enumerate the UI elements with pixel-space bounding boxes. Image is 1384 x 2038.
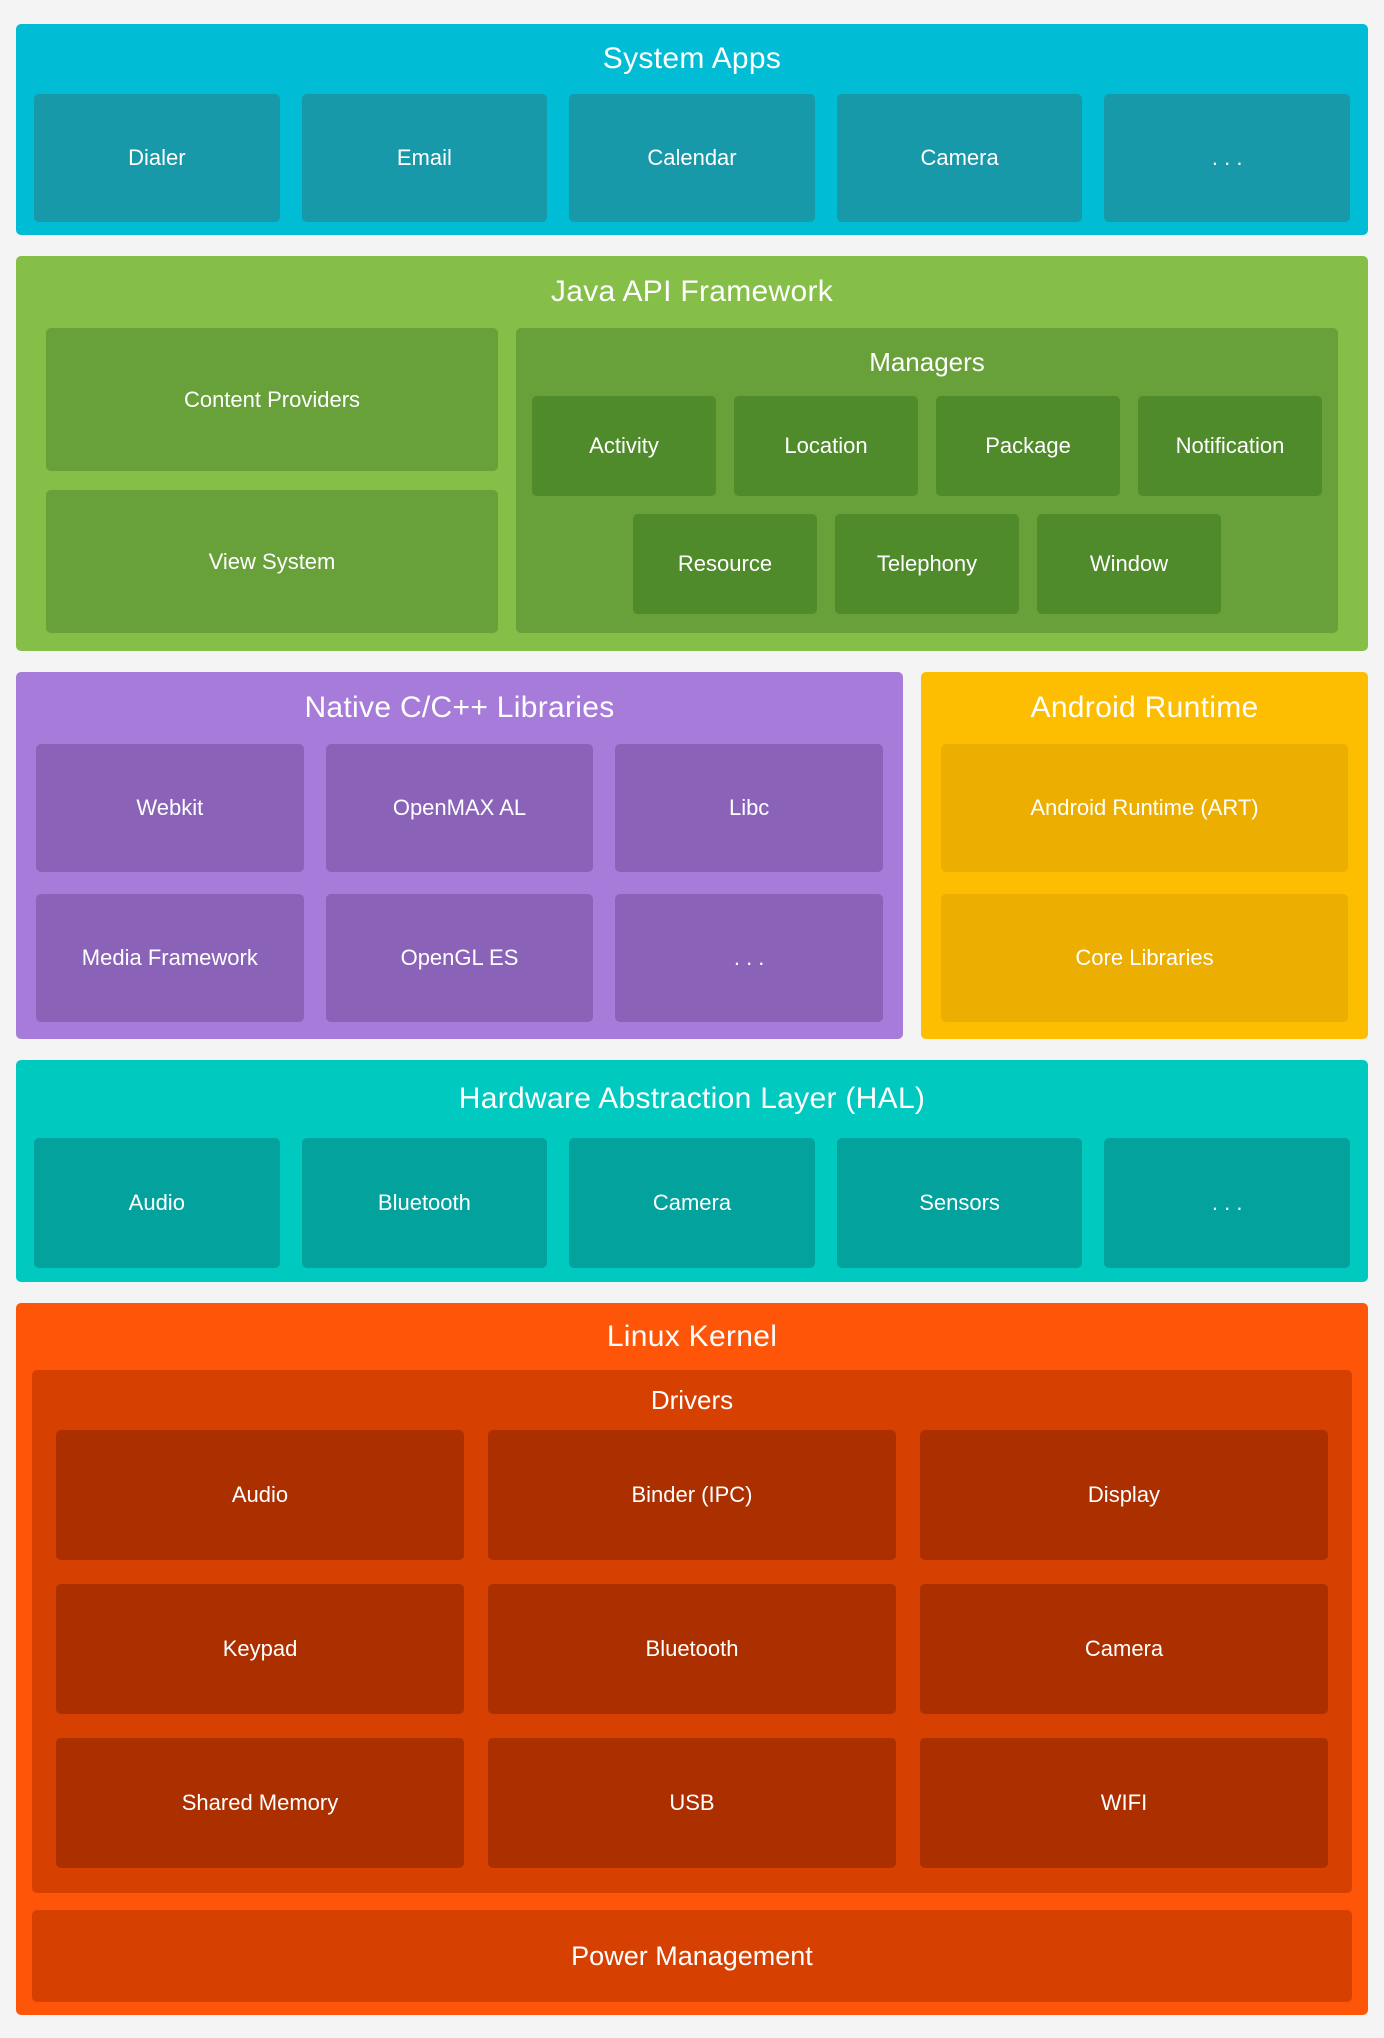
- managers-container: Managers Activity Location Package Notif…: [516, 328, 1338, 633]
- section-android-runtime: Android Runtime Android Runtime (ART) Co…: [921, 672, 1368, 1039]
- native-libraries-grid: Webkit OpenMAX AL Libc Media Framework O…: [36, 744, 883, 1022]
- box-hal-audio: Audio: [34, 1138, 280, 1268]
- box-driver-audio: Audio: [56, 1430, 464, 1560]
- managers-row-2: Resource Telephony Window: [532, 514, 1322, 614]
- box-hal-sensors: Sensors: [836, 1138, 1083, 1268]
- drivers-row-2: Keypad Bluetooth Camera: [56, 1584, 1328, 1714]
- box-telephony-manager: Telephony: [835, 514, 1019, 614]
- box-core-libraries: Core Libraries: [941, 894, 1348, 1022]
- box-more-apps: . . .: [1104, 94, 1350, 222]
- box-media-framework: Media Framework: [36, 894, 304, 1022]
- box-driver-display: Display: [920, 1430, 1328, 1560]
- box-power-management: Power Management: [32, 1910, 1352, 2002]
- box-package-manager: Package: [936, 396, 1120, 496]
- box-calendar: Calendar: [569, 94, 815, 222]
- box-driver-keypad: Keypad: [56, 1584, 464, 1714]
- hal-title: Hardware Abstraction Layer (HAL): [458, 1082, 926, 1115]
- box-dialer: Dialer: [34, 94, 280, 222]
- drivers-title: Drivers: [650, 1384, 734, 1415]
- drivers-container: Drivers Audio Binder (IPC) Display Keypa…: [32, 1370, 1352, 1893]
- box-openmax-al: OpenMAX AL: [325, 744, 594, 872]
- box-driver-wifi: WIFI: [920, 1738, 1328, 1868]
- hal-row: Audio Bluetooth Camera Sensors . . .: [34, 1138, 1350, 1268]
- section-system-apps: System Apps Dialer Email Calendar Camera…: [16, 24, 1368, 235]
- box-driver-usb: USB: [488, 1738, 896, 1868]
- section-native-libraries: Native C/C++ Libraries Webkit OpenMAX AL…: [16, 672, 903, 1039]
- box-more-libraries: . . .: [615, 894, 883, 1022]
- native-libraries-title: Native C/C++ Libraries: [304, 691, 615, 724]
- box-driver-binder: Binder (IPC): [488, 1430, 896, 1560]
- drivers-row-3: Shared Memory USB WIFI: [56, 1738, 1328, 1868]
- box-hal-bluetooth: Bluetooth: [301, 1138, 548, 1268]
- box-libc: Libc: [615, 744, 883, 872]
- box-hal-more: . . .: [1104, 1138, 1350, 1268]
- box-camera-app: Camera: [836, 94, 1083, 222]
- section-linux-kernel: Linux Kernel Drivers Audio Binder (IPC) …: [16, 1303, 1368, 2015]
- native-and-runtime-row: Native C/C++ Libraries Webkit OpenMAX AL…: [16, 672, 1368, 1039]
- box-view-system: View System: [46, 490, 498, 633]
- system-apps-row: Dialer Email Calendar Camera . . .: [34, 94, 1350, 222]
- linux-kernel-title: Linux Kernel: [606, 1319, 778, 1353]
- box-driver-shared-memory: Shared Memory: [56, 1738, 464, 1868]
- box-opengl-es: OpenGL ES: [325, 894, 594, 1022]
- box-webkit: Webkit: [36, 744, 304, 872]
- managers-row-1: Activity Location Package Notification: [532, 396, 1322, 496]
- section-java-api-framework: Java API Framework Content Providers Vie…: [16, 256, 1368, 651]
- java-api-content: Content Providers View System Managers A…: [46, 328, 1338, 633]
- section-hal: Hardware Abstraction Layer (HAL) Audio B…: [16, 1060, 1368, 1282]
- box-content-providers: Content Providers: [46, 328, 498, 471]
- box-driver-bluetooth: Bluetooth: [488, 1584, 896, 1714]
- box-driver-camera: Camera: [920, 1584, 1328, 1714]
- java-api-left-column: Content Providers View System: [46, 328, 498, 633]
- managers-title: Managers: [869, 346, 985, 377]
- android-runtime-stack: Android Runtime (ART) Core Libraries: [941, 744, 1348, 1022]
- drivers-row-1: Audio Binder (IPC) Display: [56, 1430, 1328, 1560]
- android-runtime-title: Android Runtime: [1030, 691, 1259, 724]
- box-activity-manager: Activity: [532, 396, 716, 496]
- box-email: Email: [301, 94, 548, 222]
- box-window-manager: Window: [1037, 514, 1221, 614]
- java-api-title: Java API Framework: [550, 275, 834, 308]
- box-resource-manager: Resource: [633, 514, 817, 614]
- box-hal-camera: Camera: [569, 1138, 815, 1268]
- box-notification-manager: Notification: [1138, 396, 1322, 496]
- system-apps-title: System Apps: [602, 42, 782, 75]
- box-art: Android Runtime (ART): [941, 744, 1348, 872]
- box-location-manager: Location: [734, 396, 918, 496]
